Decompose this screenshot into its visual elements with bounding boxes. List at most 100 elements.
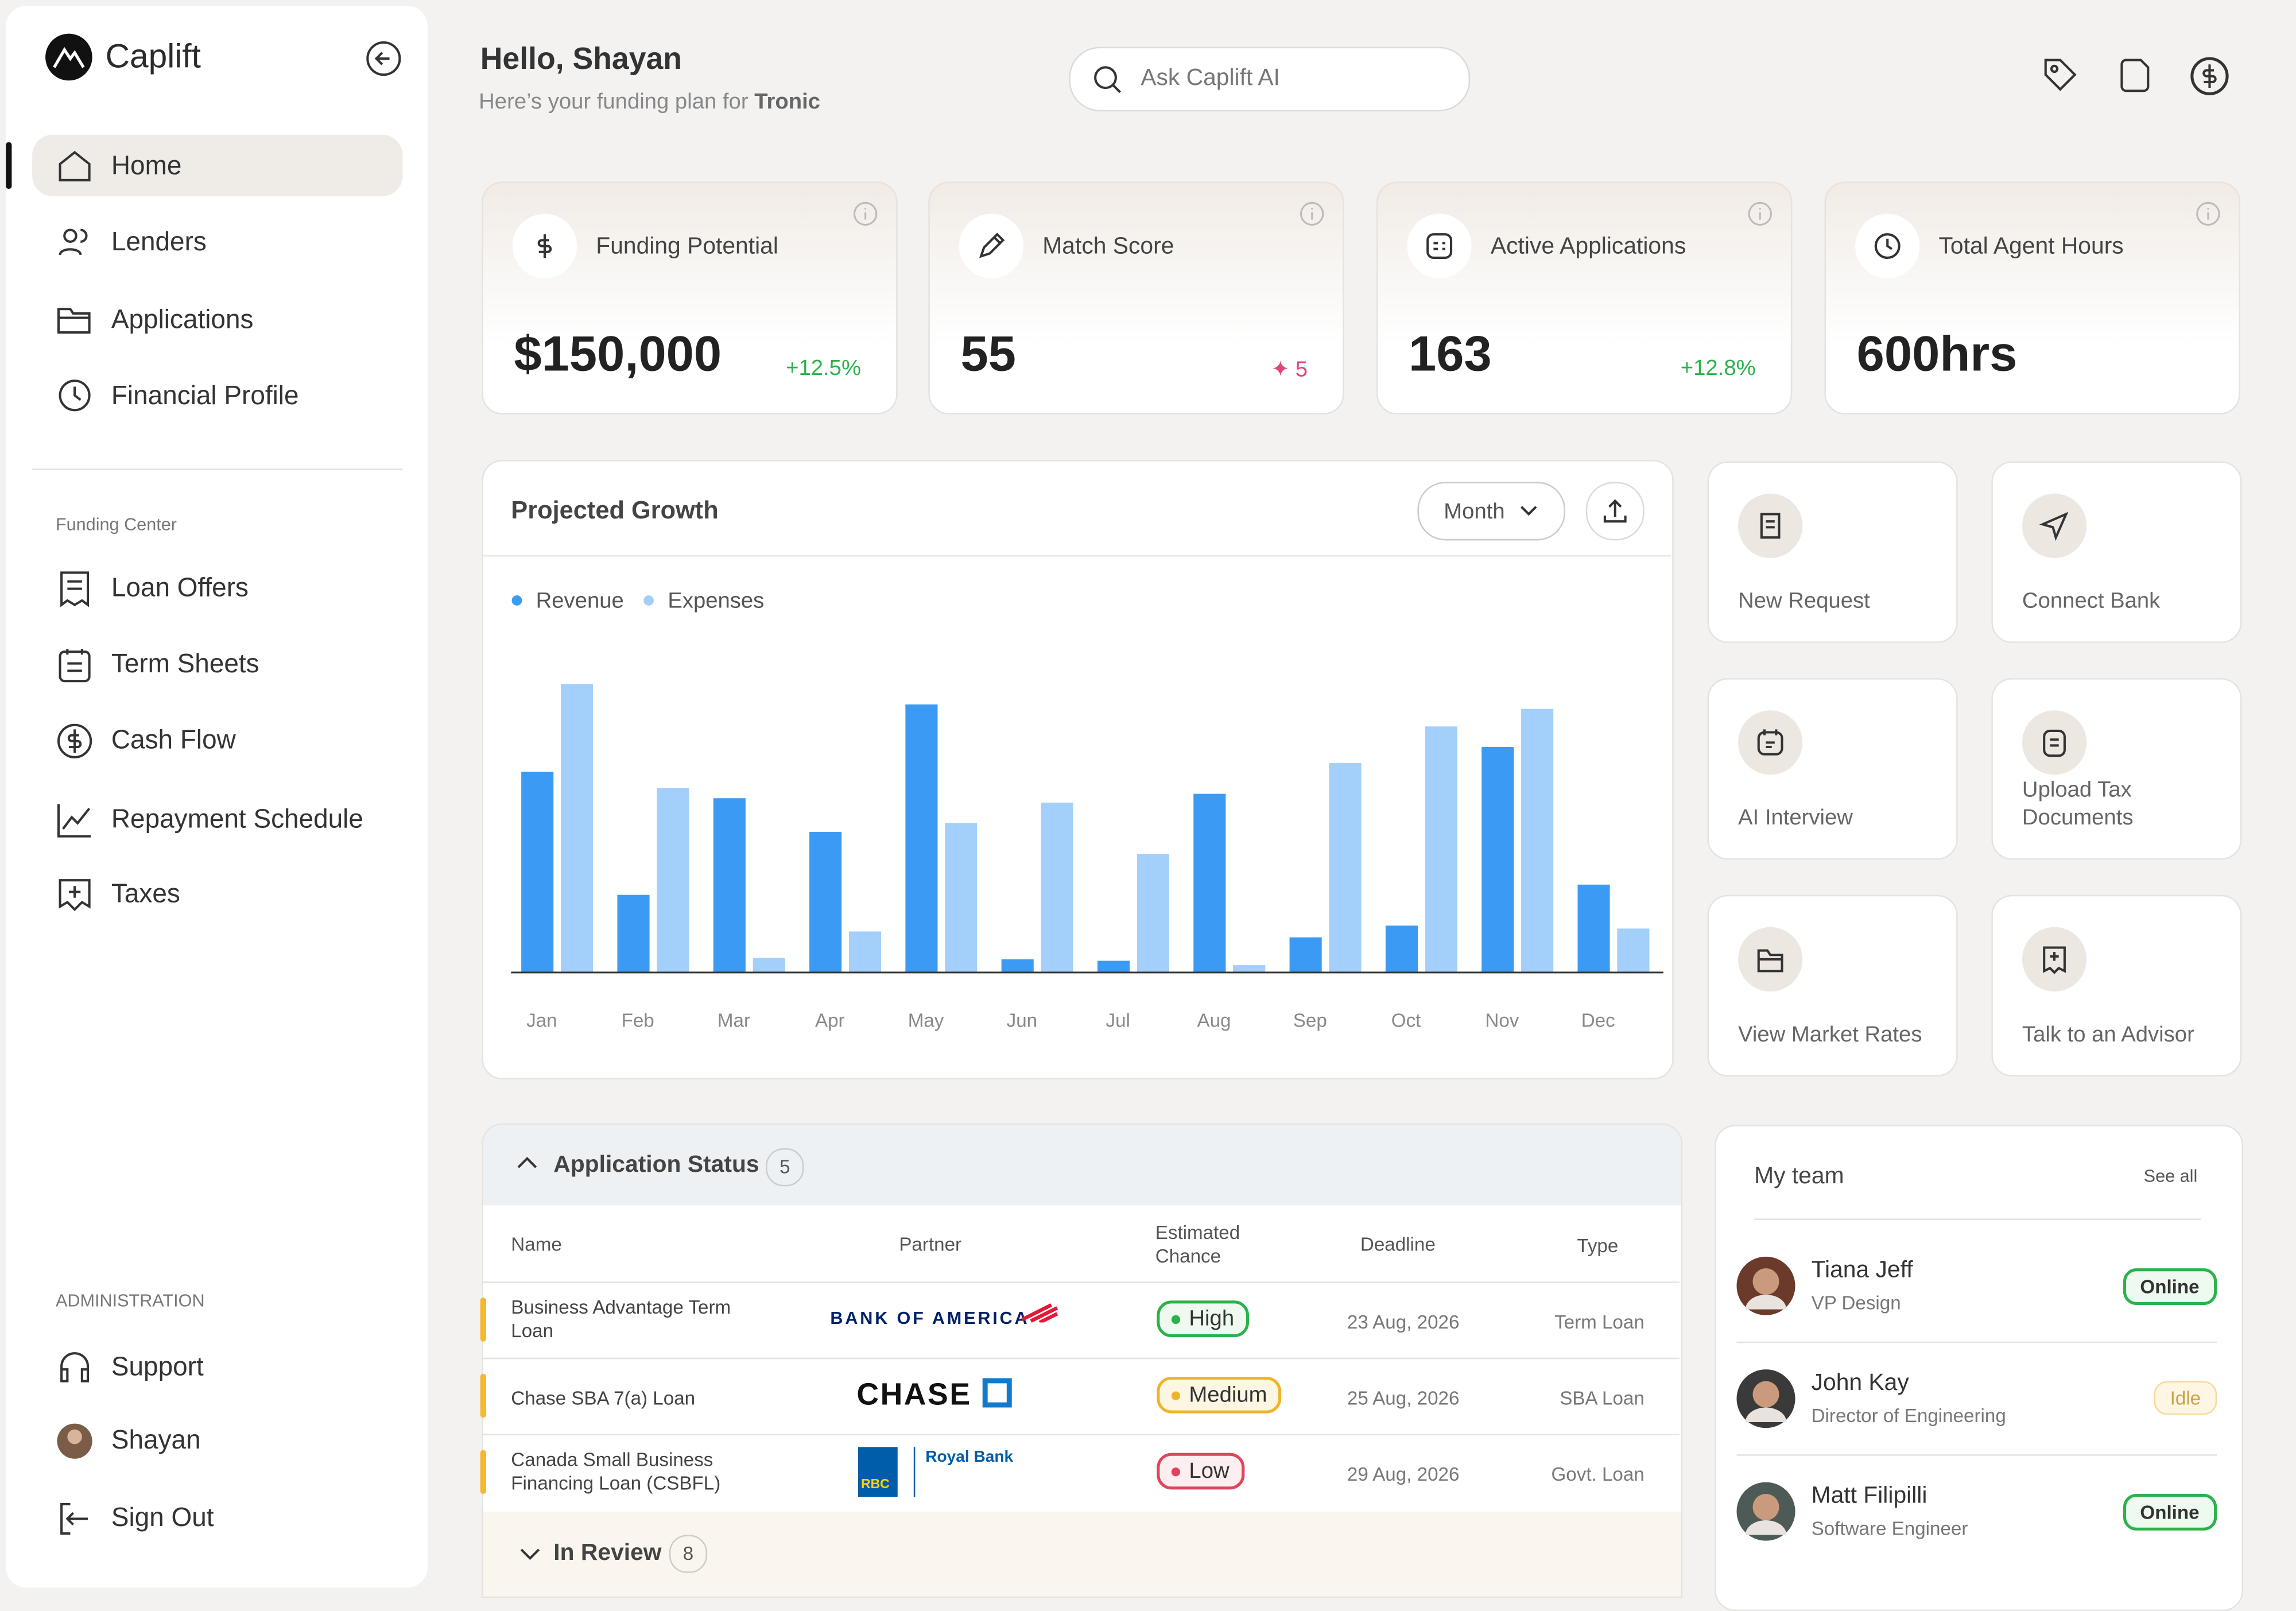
- action-card[interactable]: View Market Rates: [1707, 894, 1958, 1076]
- loan-name[interactable]: Business Advantage Term Loan: [511, 1296, 731, 1342]
- action-card[interactable]: Upload Tax Documents: [1991, 678, 2242, 860]
- nav-item[interactable]: Cash Flow: [32, 709, 402, 770]
- nav-item[interactable]: Support: [32, 1336, 402, 1397]
- stat-change: +12.5%: [786, 356, 861, 381]
- bar: [753, 958, 785, 973]
- period-select[interactable]: Month: [1417, 482, 1566, 541]
- stat-icon: [1855, 214, 1920, 278]
- nav-item[interactable]: Applications: [32, 289, 402, 350]
- partner-logo: CHASE: [856, 1378, 972, 1412]
- stat-value: $150,000: [514, 326, 722, 382]
- nav-item[interactable]: Taxes: [32, 863, 402, 924]
- stat-change-value: +12.8%: [1680, 355, 1756, 381]
- status-badge: Online: [2122, 1268, 2217, 1305]
- legend-label: Revenue: [536, 588, 624, 613]
- nav-item[interactable]: Financial Profile: [32, 365, 402, 426]
- bar: [1097, 961, 1130, 973]
- nav-item[interactable]: Lenders: [32, 211, 402, 272]
- stat-change: ✦ 5: [1271, 357, 1308, 382]
- action-label: View Market Rates: [1738, 1022, 1922, 1047]
- column-header: Partner: [899, 1233, 962, 1256]
- action-icon: [2022, 710, 2087, 775]
- row-divider: [482, 1281, 1680, 1283]
- action-label: Upload Tax Documents: [2022, 777, 2134, 831]
- nav-item[interactable]: Sign Out: [32, 1486, 402, 1548]
- action-icon: [2022, 493, 2087, 558]
- nav-item[interactable]: Home: [32, 134, 403, 196]
- see-all-link[interactable]: See all: [2143, 1165, 2198, 1187]
- partner-badge-bg: RBC: [858, 1447, 898, 1497]
- count-badge: 8: [669, 1535, 708, 1573]
- action-label: AI Interview: [1738, 806, 1853, 831]
- notes-button[interactable]: [2116, 56, 2154, 94]
- x-tick-label: Feb: [622, 1010, 654, 1031]
- collapse-button[interactable]: [364, 40, 402, 78]
- stat-change-value: 5: [1295, 357, 1308, 382]
- action-card[interactable]: AI Interview: [1707, 678, 1958, 860]
- team-title: My team: [1754, 1164, 1844, 1190]
- chance-label: Medium: [1189, 1382, 1267, 1408]
- action-card[interactable]: New Request: [1707, 461, 1958, 643]
- section-label: ADMINISTRATION: [55, 1290, 205, 1311]
- member-role: Director of Engineering: [1811, 1404, 2006, 1427]
- column-header: Deadline: [1360, 1233, 1436, 1256]
- action-card[interactable]: Talk to an Advisor: [1991, 894, 2242, 1076]
- stat-label: Match Score: [1042, 234, 1174, 260]
- stat-value: 55: [960, 326, 1016, 382]
- stat-icon: [1407, 214, 1472, 278]
- bar: [713, 798, 746, 973]
- company: Tronic: [754, 89, 821, 114]
- x-tick-label: Dec: [1581, 1010, 1615, 1031]
- active-indicator: [6, 142, 12, 189]
- stat-value: 600hrs: [1856, 326, 2018, 382]
- divider: [32, 468, 403, 470]
- deadline: 23 Aug, 2026: [1347, 1311, 1460, 1333]
- stat-label: Funding Potential: [596, 234, 778, 260]
- x-tick-label: Jul: [1106, 1010, 1130, 1031]
- period-label: Month: [1444, 499, 1505, 525]
- action-label: Talk to an Advisor: [2022, 1022, 2194, 1047]
- chart-card: [482, 460, 1674, 1080]
- nav-item[interactable]: Loan Offers: [32, 556, 402, 618]
- bar: [1289, 937, 1322, 973]
- nav-label: Applications: [111, 304, 254, 334]
- team-member[interactable]: Matt Filipilli Software Engineer Online: [1715, 1478, 2240, 1566]
- x-tick-label: Aug: [1197, 1010, 1231, 1031]
- chance-pill: Medium: [1157, 1376, 1282, 1414]
- applications-header: [483, 1125, 1681, 1206]
- action-label: New Request: [1738, 588, 1870, 614]
- bar: [1193, 793, 1226, 973]
- nav-item[interactable]: Shayan: [32, 1409, 402, 1470]
- in-review-row[interactable]: [483, 1511, 1681, 1597]
- stat-icon: [959, 214, 1024, 278]
- nav-item[interactable]: Repayment Schedule: [32, 788, 402, 849]
- bar: [905, 704, 938, 973]
- loan-name[interactable]: Canada Small Business Financing Loan (CS…: [511, 1448, 721, 1494]
- bar: [1233, 965, 1266, 973]
- action-icon: [1738, 927, 1803, 992]
- loan-name[interactable]: Chase SBA 7(a) Loan: [511, 1387, 696, 1409]
- export-button[interactable]: [1585, 482, 1645, 541]
- chance-label: High: [1189, 1306, 1235, 1331]
- bar: [1329, 763, 1362, 973]
- billing-button[interactable]: [2189, 56, 2230, 96]
- team-member[interactable]: John Kay Director of Engineering Idle: [1715, 1365, 2240, 1453]
- nav-item[interactable]: Term Sheets: [32, 633, 402, 694]
- applications-card: [482, 1123, 1683, 1598]
- tag-button[interactable]: [2041, 56, 2079, 94]
- action-icon: [2022, 927, 2087, 992]
- x-tick-label: Sep: [1293, 1010, 1327, 1031]
- section-label: Funding Center: [55, 514, 177, 535]
- search-box[interactable]: Ask Caplift AI: [1069, 47, 1471, 111]
- member-name: John Kay: [1811, 1370, 1909, 1396]
- bar: [1577, 884, 1610, 973]
- action-card[interactable]: Connect Bank: [1991, 461, 2242, 643]
- nav-label: Financial Profile: [111, 381, 299, 411]
- stat-card: Active Applications 163 +12.8%: [1376, 181, 1793, 415]
- team-member[interactable]: Tiana Jeff VP Design Online: [1715, 1252, 2240, 1340]
- sidebar: [6, 6, 428, 1588]
- column-header: Estimated Chance: [1155, 1221, 1240, 1267]
- partner-badge: RBC: [860, 1476, 890, 1491]
